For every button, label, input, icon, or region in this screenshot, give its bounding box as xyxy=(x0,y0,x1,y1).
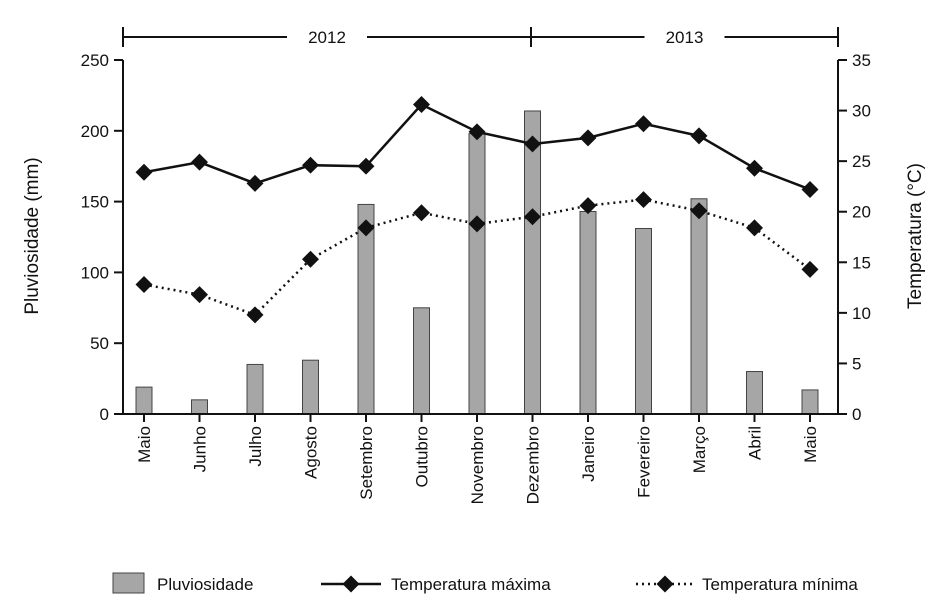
series-1-point-12 xyxy=(801,260,819,278)
bar-12 xyxy=(801,389,819,415)
y2-axis-title: Temperatura (°C) xyxy=(905,163,926,309)
bar-10 xyxy=(690,198,708,415)
y-tick-label-2: 100 xyxy=(81,263,109,282)
x-tick-label-10: Março xyxy=(690,426,709,473)
series-1-point-6 xyxy=(468,215,486,233)
series-0-point-7 xyxy=(524,135,541,153)
series-1-point-7 xyxy=(524,208,541,226)
series-0-point-9 xyxy=(635,115,652,133)
series-0-point-10 xyxy=(690,127,708,145)
x-tick-label-1: Junho xyxy=(191,426,210,472)
bar-6 xyxy=(468,133,486,415)
y2-tick-label-6: 30 xyxy=(852,102,871,121)
x-tick-label-9: Fevereiro xyxy=(635,426,654,498)
series-1-point-3 xyxy=(302,250,319,268)
y2-tick-label-3: 15 xyxy=(852,253,871,272)
y-tick-label-5: 250 xyxy=(81,51,109,70)
y2-tick-label-0: 0 xyxy=(852,405,861,424)
bar-11 xyxy=(746,371,763,415)
axes: 0 50 100 150 200 250 0 5 10 15 20 25 30 35 Maio Junho Ju… xyxy=(81,51,871,504)
series-0-point-11 xyxy=(746,159,763,177)
x-tick-label-7: Dezembro xyxy=(524,426,543,504)
series-0-point-6 xyxy=(468,123,486,141)
bar-8 xyxy=(579,211,597,415)
series-0-point-5 xyxy=(413,96,430,113)
series-0-point-0 xyxy=(135,163,153,181)
series-1-point-1 xyxy=(191,286,208,304)
series-0-point-12 xyxy=(801,180,819,198)
year-label-bg-1 xyxy=(644,25,725,47)
y2-tick-label-1: 5 xyxy=(852,354,861,373)
x-tick-label-4: Setembro xyxy=(357,426,376,500)
bar-2 xyxy=(246,363,264,415)
y2-tick-label-4: 20 xyxy=(852,203,871,222)
series-1-point-8 xyxy=(579,197,597,215)
y-tick-label-1: 50 xyxy=(90,334,109,353)
series-1-point-11 xyxy=(746,219,763,237)
series-1-point-4 xyxy=(357,219,375,237)
legend-marker-min xyxy=(656,575,674,593)
series-1-point-5 xyxy=(413,204,430,222)
series-0-point-8 xyxy=(579,129,597,147)
year-label-bg-0 xyxy=(287,25,367,47)
legend-marker-max xyxy=(342,575,360,593)
series-0-point-1 xyxy=(191,153,208,171)
series-1-point-9 xyxy=(635,191,652,209)
x-tick-label-6: Novembro xyxy=(468,426,487,504)
series-0-point-3 xyxy=(302,156,319,174)
y2-tick-label-5: 25 xyxy=(852,152,871,171)
series-1-point-2 xyxy=(246,306,264,324)
x-tick-label-0: Maio xyxy=(135,426,154,463)
y-tick-label-4: 200 xyxy=(81,122,109,141)
year-label-1: 2013 xyxy=(666,28,704,47)
x-tick-label-11: Abril xyxy=(746,426,765,460)
x-tick-label-2: Julho xyxy=(246,426,265,467)
bar-5 xyxy=(413,307,430,415)
lines-layer xyxy=(135,96,819,324)
x-tick-label-12: Maio xyxy=(801,426,820,463)
legend-swatch-pluviosidade xyxy=(112,572,145,594)
y-tick-label-3: 150 xyxy=(81,193,109,212)
x-tick-label-8: Janeiro xyxy=(579,426,598,482)
y-axis-title: Pluviosidade (mm) xyxy=(22,157,43,314)
bar-9 xyxy=(635,228,652,415)
legend-label-min: Temperatura mínima xyxy=(702,575,858,594)
legend-label-pluviosidade: Pluviosidade xyxy=(157,575,253,594)
bar-7 xyxy=(524,110,541,415)
y-tick-label-0: 0 xyxy=(100,405,109,424)
x-tick-label-5: Outubro xyxy=(413,426,432,487)
legend: Pluviosidade Temperatura máxima Temperat… xyxy=(112,572,858,594)
series-1-point-10 xyxy=(690,202,708,220)
bar-3 xyxy=(302,359,319,415)
x-tick-label-3: Agosto xyxy=(302,426,321,479)
series-0-point-4 xyxy=(357,157,375,175)
y2-tick-label-7: 35 xyxy=(852,51,871,70)
series-0-point-2 xyxy=(246,174,264,192)
year-bracket: 2012 2013 xyxy=(122,25,839,47)
y2-tick-label-2: 10 xyxy=(852,304,871,323)
series-1-point-0 xyxy=(135,276,153,294)
year-label-0: 2012 xyxy=(308,28,346,47)
bar-1 xyxy=(191,399,208,415)
bars-layer xyxy=(135,110,819,415)
bar-0 xyxy=(135,386,153,415)
legend-label-max: Temperatura máxima xyxy=(391,575,551,594)
